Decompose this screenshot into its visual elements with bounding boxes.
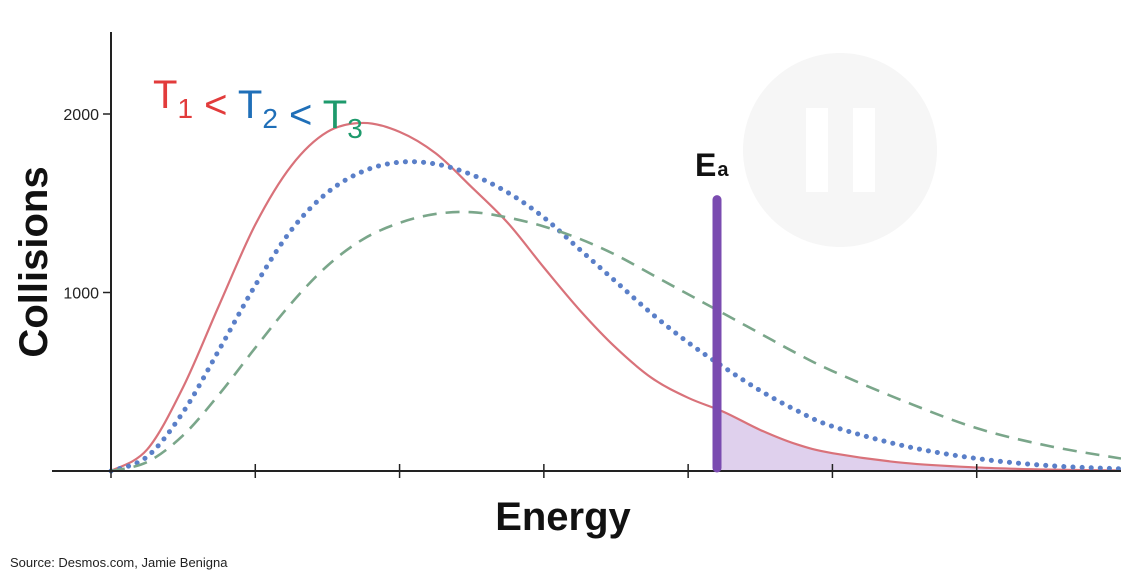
series-line-t3 xyxy=(110,210,1121,473)
series-line-t1 xyxy=(110,121,1121,472)
activation-energy-marker: Ea xyxy=(695,147,729,473)
activation-area-shading xyxy=(717,409,1121,471)
activation-area xyxy=(717,409,1121,471)
y-tick-label-0: 1000 xyxy=(63,286,99,303)
y-axis-label: Collisions xyxy=(12,166,56,357)
temperature-legend: T1 < T2 < T3 xyxy=(153,73,363,144)
pause-overlay-icon[interactable] xyxy=(743,53,937,247)
y-tick-label-1: 2000 xyxy=(63,107,99,124)
ea-label: Ea xyxy=(695,147,729,183)
x-ticks xyxy=(110,464,978,478)
source-caption: Source: Desmos.com, Jamie Benigna xyxy=(10,555,228,570)
x-axis-label: Energy xyxy=(495,495,631,539)
series-group xyxy=(108,121,1121,474)
series-line-t2 xyxy=(108,159,1121,474)
y-ticks: 1000 2000 xyxy=(63,107,111,303)
